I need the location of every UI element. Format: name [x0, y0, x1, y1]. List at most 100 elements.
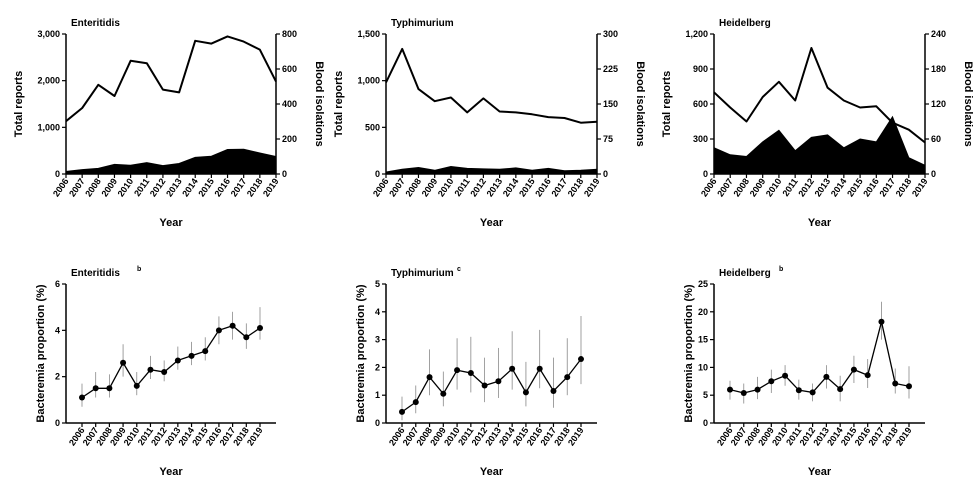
y-right-tick-label: 150 [603, 99, 618, 109]
y-tick-label: 500 [365, 122, 380, 132]
data-point [243, 334, 250, 341]
data-point [495, 378, 502, 385]
x-tick-label: 2009 [99, 176, 119, 198]
data-point [202, 348, 209, 355]
data-point [782, 372, 789, 379]
y-tick-label: 0 [55, 169, 60, 179]
y-axis-label: Total reports [661, 71, 673, 137]
proportion-line [729, 321, 910, 394]
data-point [120, 359, 127, 366]
x-axis-label: Year [808, 217, 832, 229]
proportion-line [401, 358, 582, 413]
x-tick-label: 2006 [371, 176, 391, 198]
x-tick-label: 2019 [261, 176, 281, 198]
chart-title: Enteritidis [71, 268, 120, 279]
x-tick-label: 2014 [180, 176, 200, 198]
y-axis-right-label: Blood isolations [962, 61, 974, 147]
y-right-tick-label: 240 [931, 29, 946, 39]
y-tick-label: 15 [698, 335, 708, 345]
data-point [864, 372, 871, 379]
y-tick-label: 5 [703, 390, 708, 400]
y-tick-label: 0 [703, 169, 708, 179]
chart-title: Typhimurium [391, 268, 454, 279]
y-tick-label: 3,000 [37, 29, 60, 39]
x-tick-label: 2019 [582, 176, 602, 198]
x-tick-label: 2013 [813, 176, 833, 198]
x-tick-label: 2012 [468, 176, 488, 198]
data-point [174, 357, 181, 364]
blood-isolations-area [713, 115, 926, 175]
data-point [837, 386, 844, 393]
x-tick-label: 2014 [829, 176, 849, 198]
x-tick-label: 2009 [748, 176, 768, 198]
y-tick-label: 2 [375, 362, 380, 372]
x-tick-label: 2007 [387, 176, 407, 198]
x-tick-label: 2019 [245, 425, 265, 447]
data-point [578, 356, 584, 363]
x-tick-label: 2011 [780, 176, 799, 198]
data-point [147, 366, 154, 373]
y-right-tick-label: 600 [282, 64, 297, 74]
data-point [161, 369, 168, 376]
y-right-tick-label: 0 [931, 169, 936, 179]
x-tick-label: 2019 [910, 176, 930, 198]
data-point [215, 327, 222, 334]
y-tick-label: 0 [375, 169, 380, 179]
y-right-tick-label: 0 [603, 169, 608, 179]
data-point [550, 388, 557, 395]
data-point [454, 367, 461, 374]
x-tick-label: 2007 [67, 176, 87, 198]
blood-isolations-area [65, 148, 277, 175]
x-axis-label: Year [159, 217, 183, 229]
data-point [768, 378, 775, 385]
y-tick-label: 300 [693, 134, 708, 144]
data-point [440, 390, 447, 397]
y-right-tick-label: 225 [603, 64, 618, 74]
panel-5: Typhimurium c0123452006200720082009201020… [355, 266, 597, 478]
x-tick-label: 2011 [452, 176, 471, 198]
x-tick-label: 2011 [132, 176, 151, 198]
chart-title: Typhimurium [391, 18, 454, 29]
y-right-tick-label: 120 [931, 99, 946, 109]
y-tick-label: 0 [703, 418, 708, 428]
x-tick-label: 2018 [245, 176, 265, 198]
x-tick-label: 2008 [731, 176, 751, 198]
panel-6: Heidelberg b05101520252006200720082009201… [683, 266, 925, 478]
y-axis-label: Bacteremia proportion (%) [355, 284, 367, 422]
x-tick-label: 2012 [148, 176, 168, 198]
data-point [399, 408, 405, 415]
y-tick-label: 2,000 [37, 76, 60, 86]
x-tick-label: 2008 [83, 176, 103, 198]
x-tick-label: 2019 [566, 425, 586, 447]
x-tick-label: 2015 [517, 176, 537, 198]
y-right-tick-label: 800 [282, 29, 297, 39]
y-tick-label: 6 [55, 279, 60, 289]
x-axis-label: Year [480, 466, 504, 478]
y-tick-label: 1,200 [685, 29, 708, 39]
data-point [754, 386, 761, 393]
data-point [878, 318, 885, 325]
x-tick-label: 2008 [403, 176, 423, 198]
total-reports-line [65, 35, 277, 122]
y-tick-label: 4 [375, 307, 380, 317]
y-tick-label: 600 [693, 99, 708, 109]
chart-title-superscript: b [137, 266, 141, 273]
x-tick-label: 2006 [51, 176, 71, 198]
data-point [106, 385, 113, 392]
x-tick-label: 2018 [566, 176, 586, 198]
x-tick-label: 2017 [877, 176, 897, 198]
data-point [564, 374, 571, 381]
y-tick-label: 1,500 [357, 29, 380, 39]
y-right-tick-label: 200 [282, 134, 297, 144]
x-tick-label: 2006 [699, 176, 719, 198]
y-tick-label: 20 [698, 307, 708, 317]
y-tick-label: 25 [698, 279, 708, 289]
chart-title-superscript: b [779, 266, 783, 273]
y-tick-label: 4 [55, 325, 60, 335]
data-point [188, 352, 195, 359]
x-tick-label: 2010 [764, 176, 784, 198]
y-tick-label: 2 [55, 372, 60, 382]
panel-1: Enteritidis 0 1,000 2,000 3,000 0 200 400 600 800… [13, 18, 325, 229]
x-tick-label: 2019 [894, 425, 914, 447]
chart-title: Enteritidis [71, 18, 120, 29]
